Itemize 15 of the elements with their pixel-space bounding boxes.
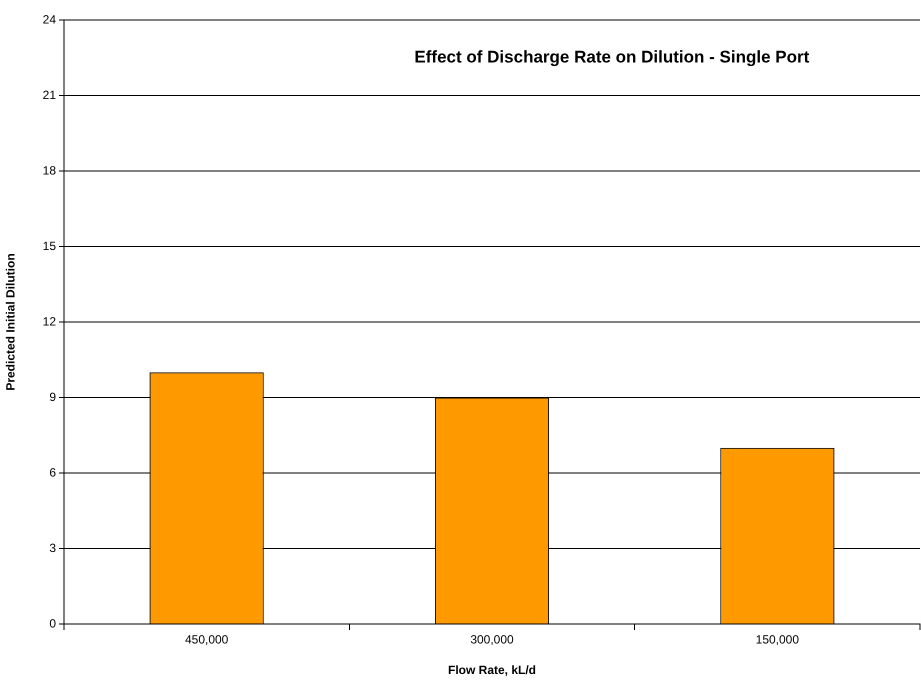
y-tick-label: 18 — [42, 163, 56, 178]
text: Effect of Discharge Rate on Dilution - Single Port — [414, 48, 810, 67]
y-tick-label: 0 — [49, 616, 56, 630]
y-tick-label: 15 — [42, 238, 56, 253]
x-tick-label: 450,000 — [184, 632, 229, 647]
x-axis-title: Flow Rate, kL/d — [448, 663, 536, 678]
y-tick-label: 3 — [49, 540, 56, 555]
y-tick-label: 21 — [42, 88, 56, 102]
x-tick-label: 300,000 — [470, 632, 514, 647]
y-axis-title: Predicted Initial Dilution — [4, 253, 18, 391]
x-tick-label: 150,000 — [756, 632, 800, 647]
y-tick-label: 9 — [49, 390, 56, 404]
y-tick-label: 6 — [49, 465, 56, 480]
y-tick-label: 24 — [42, 12, 56, 26]
y-tick-label: 12 — [42, 314, 56, 328]
